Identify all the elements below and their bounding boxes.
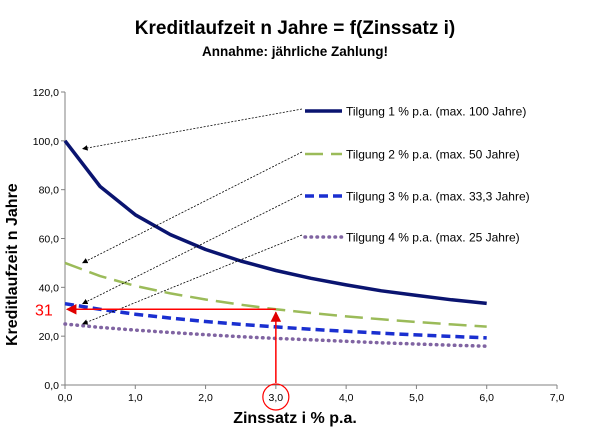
- x-tick-label: 4,0: [339, 392, 354, 404]
- legend-label-3: Tilgung 3 % p.a. (max. 33,3 Jahre): [346, 190, 530, 204]
- series-line-2: [64, 261, 487, 328]
- series-line-1: [63, 139, 487, 306]
- legend-label-4: Tilgung 4 % p.a. (max. 25 Jahre): [346, 231, 520, 245]
- legend-leader-arrow-2: [82, 151, 303, 264]
- x-tick-label: 7,0: [550, 392, 565, 404]
- y-tick-label: 0,0: [44, 380, 59, 392]
- chart-subtitle: Annahme: jährliche Zahlung!: [201, 44, 388, 59]
- x-tick-label: 2,0: [198, 392, 213, 404]
- x-tick-label: 3,0: [269, 392, 284, 404]
- legend-label-1: Tilgung 1 % p.a. (max. 100 Jahre): [346, 105, 526, 119]
- y-tick-label: 60,0: [39, 234, 60, 246]
- legend-label-2: Tilgung 2 % p.a. (max. 50 Jahre): [346, 148, 520, 162]
- x-axis-label: Zinssatz i % p.a.: [233, 410, 357, 427]
- y-tick-label: 40,0: [39, 282, 60, 294]
- axes: 0,0 20,0 40,0 60,0 80,0 100,0 120,0 0,0 1,0 2,0 3,…: [33, 87, 565, 404]
- annotation-layer: 31: [35, 108, 303, 411]
- x-tick-label: 0,0: [58, 392, 73, 404]
- legend-leader-arrow-1: [82, 108, 303, 151]
- y-tick-label: 80,0: [39, 185, 60, 197]
- x-tick-label: 5,0: [409, 392, 424, 404]
- y-tick-label: 20,0: [39, 331, 60, 343]
- x-tick-highlight-circle: [262, 383, 290, 411]
- y-tick-label: 100,0: [33, 136, 59, 148]
- x-tick-label: 6,0: [479, 392, 494, 404]
- y-tick-label: 120,0: [33, 87, 59, 99]
- legend: Tilgung 1 % p.a. (max. 100 Jahre) Tilgung…: [303, 105, 530, 245]
- reading-value-label: 31: [35, 302, 53, 319]
- x-tick-label: 1,0: [128, 392, 143, 404]
- chart-title: Kreditlaufzeit n Jahre = f(Zinssatz i): [134, 18, 456, 39]
- legend-leader-arrow-3: [82, 193, 303, 305]
